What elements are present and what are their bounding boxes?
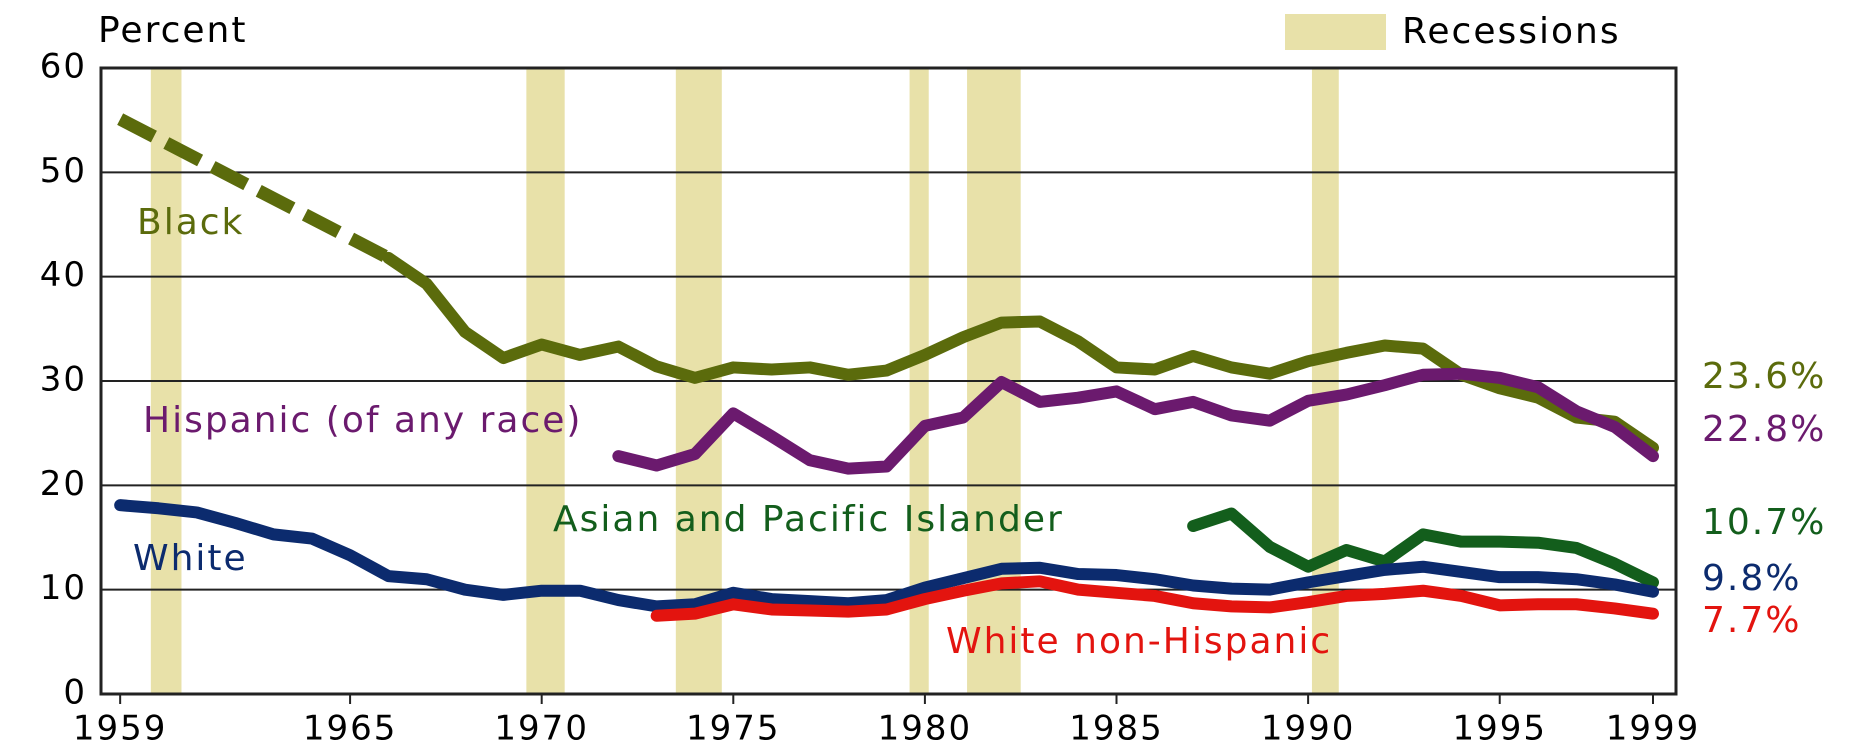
series-line bbox=[612, 367, 1660, 475]
end-value-label: 7.7% bbox=[1702, 600, 1801, 641]
y-tick-label: 10 bbox=[40, 568, 87, 608]
series-line bbox=[650, 575, 1660, 622]
x-tick-label: 1980 bbox=[878, 709, 973, 748]
y-tick-label: 30 bbox=[40, 360, 87, 400]
x-tick-label: 1999 bbox=[1606, 709, 1701, 748]
y-tick-label: 50 bbox=[40, 151, 87, 191]
x-tick-label: 1975 bbox=[686, 709, 781, 748]
y-tick-label: 40 bbox=[40, 255, 87, 295]
x-tick-label: 1995 bbox=[1452, 709, 1547, 748]
end-value-label: 22.8% bbox=[1702, 409, 1826, 450]
x-tick-label: 1990 bbox=[1261, 709, 1356, 748]
x-tick-label: 1959 bbox=[73, 709, 168, 748]
series-line bbox=[1187, 507, 1660, 589]
plot-frame bbox=[99, 66, 1678, 696]
y-tick-label: 60 bbox=[40, 47, 87, 87]
series-label: White non-Hispanic bbox=[946, 621, 1332, 662]
series-label: Black bbox=[137, 202, 244, 243]
series-line bbox=[382, 251, 1660, 454]
series-label: Hispanic (of any race) bbox=[143, 400, 582, 441]
y-axis-label: Percent bbox=[98, 10, 247, 51]
legend-swatch bbox=[1285, 14, 1386, 50]
series-label: White bbox=[133, 538, 248, 579]
end-value-label: 9.8% bbox=[1702, 558, 1801, 599]
end-value-label: 23.6% bbox=[1702, 356, 1826, 397]
x-tick-label: 1965 bbox=[303, 709, 398, 748]
y-tick-label: 20 bbox=[40, 464, 87, 504]
series-line bbox=[114, 499, 1660, 613]
x-tick-label: 1985 bbox=[1069, 709, 1164, 748]
end-value-label: 10.7% bbox=[1702, 502, 1826, 543]
x-tick-label: 1970 bbox=[494, 709, 589, 748]
series-label: Asian and Pacific Islander bbox=[553, 499, 1064, 540]
legend-label: Recessions bbox=[1402, 11, 1621, 52]
y-tick-label: 0 bbox=[63, 673, 87, 713]
